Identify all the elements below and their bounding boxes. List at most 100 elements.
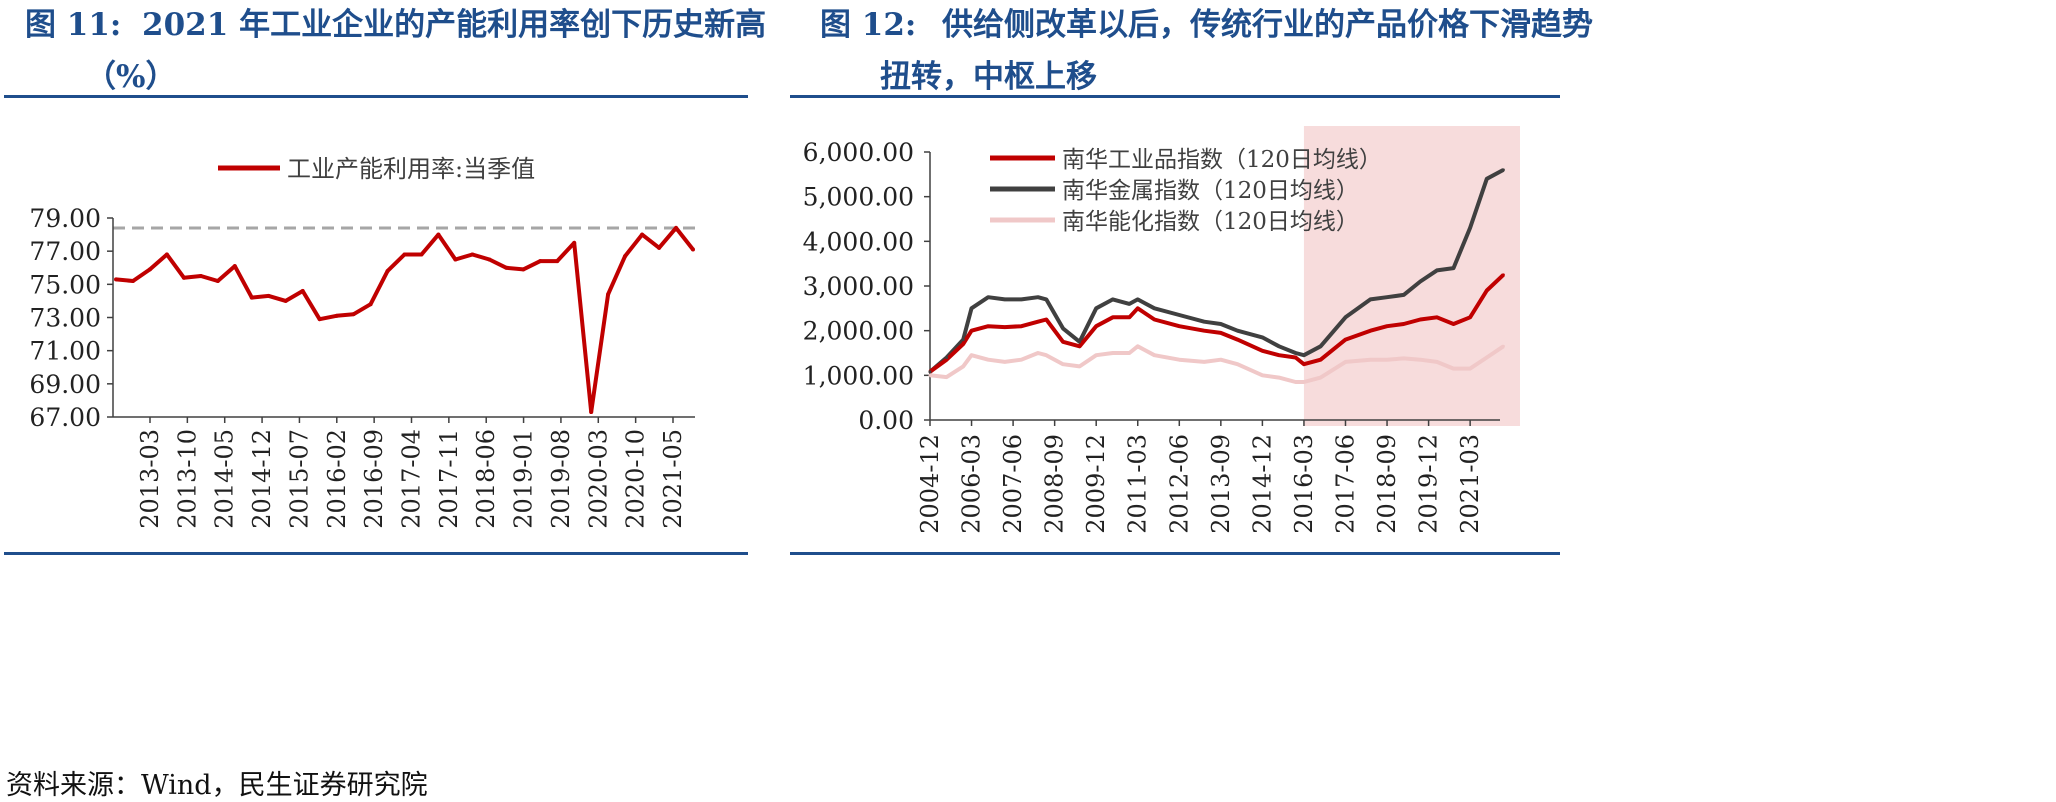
data-point-series-1 — [1202, 320, 1206, 324]
data-point-series-2 — [1501, 344, 1505, 348]
data-point-series-1 — [1177, 313, 1181, 317]
data-point-series-2 — [1277, 376, 1281, 380]
x-tick-label: 2021-03 — [1456, 434, 1484, 534]
data-point-series-0 — [1468, 315, 1472, 319]
y-tick-label: 2,000.00 — [803, 317, 914, 346]
data-point-series-1 — [961, 338, 965, 342]
data-point-series-2 — [1385, 358, 1389, 362]
chart-capacity-utilization: 79.00 77.00 75.00 73.00 71.00 69.00 67.00 2013… — [29, 155, 695, 529]
y-tick-label: 69.00 — [29, 370, 101, 399]
data-point-series-1 — [1468, 226, 1472, 230]
y-tick-label: 5,000.00 — [803, 183, 914, 212]
data-point-series-2 — [1402, 356, 1406, 360]
data-point-series-1 — [1219, 322, 1223, 326]
data-point-series-2 — [1219, 358, 1223, 362]
data-point-series-1 — [986, 295, 990, 299]
y-tick-label: 79.00 — [29, 204, 101, 233]
data-point-series-2 — [1136, 344, 1140, 348]
y-tick-label: 67.00 — [29, 403, 101, 432]
figure-11-bottom-rule — [4, 552, 748, 555]
data-point-series-1 — [1418, 280, 1422, 284]
figure-12-top-rule — [790, 95, 1560, 98]
legend-label-capacity: 工业产能利用率:当季值 — [287, 155, 535, 183]
data-point-series-0 — [1418, 318, 1422, 321]
data-point-series-0 — [1452, 322, 1456, 326]
data-point-series-1 — [1136, 297, 1140, 301]
data-point-series-0 — [1078, 344, 1082, 348]
data-point-series-1 — [1485, 177, 1489, 181]
x-tick-label: 2021-05 — [659, 429, 687, 529]
data-point — [130, 279, 135, 284]
x-tick-label: 2004-12 — [916, 434, 944, 534]
figure-11-title-line2: （%） — [85, 59, 177, 95]
shaded-region-post-reform — [1303, 126, 1520, 426]
data-point-series-0 — [1294, 355, 1298, 359]
data-point-series-0 — [1003, 325, 1007, 329]
data-point — [555, 259, 560, 264]
y-tick-label: 77.00 — [29, 237, 101, 266]
data-point-series-1 — [1294, 351, 1298, 355]
data-point-series-0 — [1319, 358, 1323, 362]
data-point-series-2 — [1435, 360, 1439, 364]
data-point — [317, 317, 322, 322]
data-point-series-2 — [1094, 353, 1098, 357]
data-point-series-0 — [1202, 329, 1206, 333]
data-point — [453, 257, 458, 262]
data-point — [436, 232, 441, 237]
data-point-series-2 — [1111, 351, 1115, 355]
data-point-series-2 — [1294, 380, 1298, 384]
data-point-series-0 — [1152, 318, 1156, 321]
figure-12-number: 图 12: — [820, 7, 917, 43]
x-tick-label: 2017-06 — [1331, 434, 1359, 534]
data-point — [504, 265, 509, 270]
data-point-series-0 — [1485, 288, 1489, 292]
source-note: 资料来源：Wind，民生证券研究院 — [6, 770, 428, 801]
data-point-series-2 — [1177, 358, 1181, 362]
data-point-series-0 — [1435, 315, 1439, 319]
data-point-series-0 — [1127, 315, 1131, 319]
x-tick-label: 2013-09 — [1207, 434, 1235, 534]
data-point-series-2 — [1235, 362, 1239, 366]
data-point-series-1 — [1452, 266, 1456, 270]
data-point-series-0 — [1277, 353, 1281, 357]
x-tick-label: 2014-12 — [248, 429, 276, 529]
data-point-series-2 — [1202, 360, 1206, 364]
data-point-series-0 — [1019, 324, 1023, 328]
data-point-series-0 — [961, 342, 965, 346]
data-point-series-2 — [1418, 358, 1422, 362]
data-point-series-0 — [1094, 324, 1098, 328]
data-point-series-1 — [1343, 315, 1347, 319]
y-tick-label: 3,000.00 — [803, 272, 914, 301]
data-point — [385, 269, 390, 274]
data-point-series-1 — [1368, 297, 1372, 301]
data-point-series-1 — [1319, 344, 1323, 348]
data-point-series-1 — [1003, 297, 1007, 301]
data-point — [181, 275, 186, 280]
figure-12-bottom-rule — [790, 552, 1560, 555]
data-point — [419, 252, 424, 257]
legend-label-metal: 南华金属指数（120日均线） — [1062, 178, 1359, 204]
data-point-series-2 — [1036, 351, 1040, 355]
data-point-series-0 — [1368, 329, 1372, 333]
x-tick-label: 2012-06 — [1165, 434, 1193, 534]
data-point — [232, 264, 237, 269]
data-point-series-0 — [1111, 315, 1115, 319]
x-tick-label: 2020-03 — [584, 429, 612, 529]
data-point-series-2 — [1044, 353, 1048, 357]
data-point-series-2 — [986, 358, 990, 362]
data-point-series-2 — [1019, 358, 1023, 362]
x-tick-label: 2014-05 — [211, 429, 239, 529]
data-point — [657, 245, 662, 250]
data-point — [589, 410, 594, 415]
data-point-series-0 — [1061, 340, 1065, 344]
data-point-series-0 — [1343, 338, 1347, 342]
x-tick-label: 2017-11 — [435, 429, 463, 529]
figure-11-number: 图 11: — [25, 7, 122, 43]
x-tick-label: 2018-06 — [472, 429, 500, 529]
x-tick-label: 2016-09 — [360, 429, 388, 529]
data-point — [674, 225, 679, 230]
data-point — [334, 313, 339, 318]
data-point-series-1 — [1385, 295, 1389, 299]
y-tick-label: 73.00 — [29, 304, 101, 333]
